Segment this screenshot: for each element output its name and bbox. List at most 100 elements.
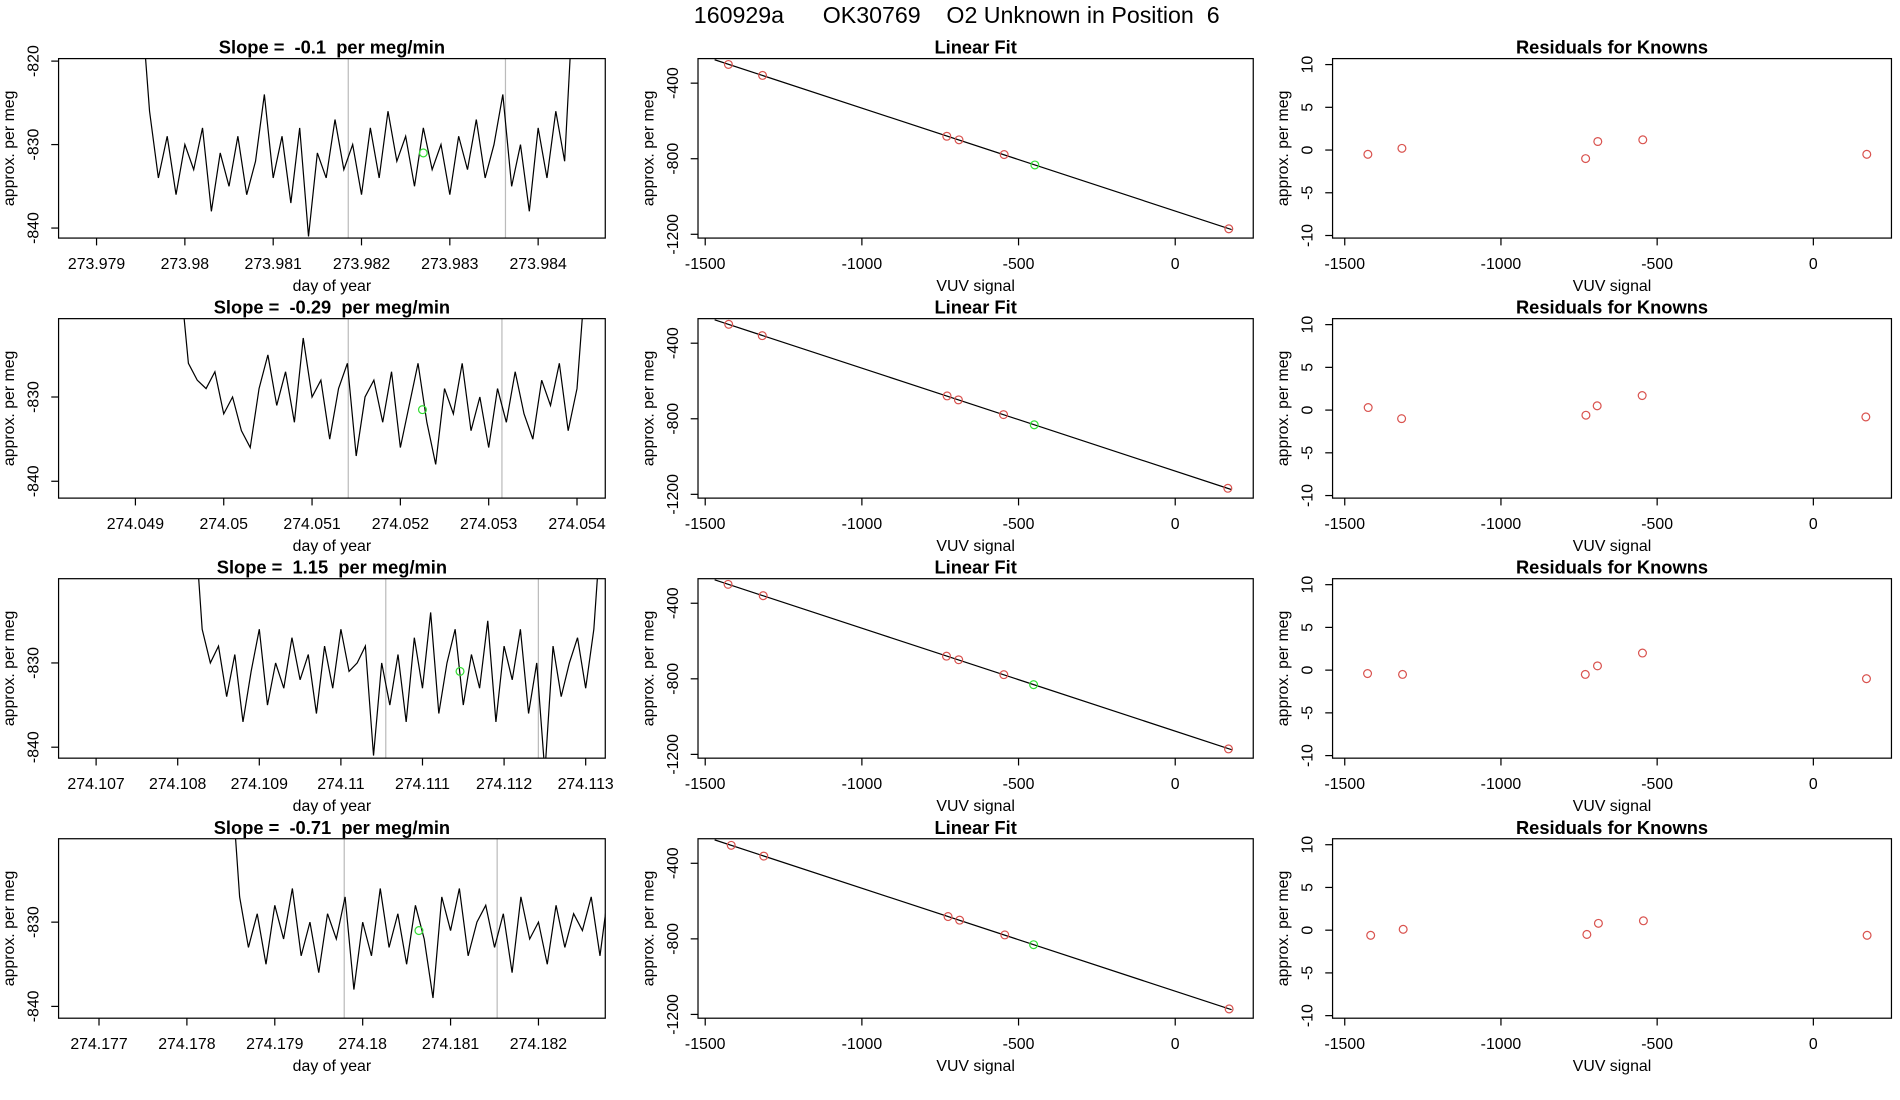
- y-tick-label: 10: [1299, 836, 1316, 854]
- x-tick-label: -1000: [842, 776, 883, 793]
- point: [1000, 930, 1010, 940]
- plot-box: [1331, 57, 1893, 239]
- panel-title: Residuals for Knowns: [1516, 297, 1708, 318]
- plot-box: [697, 838, 1254, 1019]
- point: [1637, 391, 1647, 401]
- y-axis-label: approx. per meg: [640, 871, 657, 987]
- x-tick-label: 273.982: [333, 256, 390, 273]
- panel: Residuals for Knowns VUV signal approx. pe…: [1275, 37, 1893, 295]
- x-tick-label: 274.111: [395, 776, 450, 793]
- x-axis-label: day of year: [293, 1058, 372, 1075]
- y-axis-label: approx. per meg: [1, 91, 18, 207]
- y-axis-label: approx. per meg: [1275, 871, 1292, 987]
- plot-box: [57, 838, 606, 1019]
- y-tick-label: -800: [665, 923, 682, 955]
- point: [1592, 661, 1602, 671]
- x-tick-label: -500: [1641, 256, 1673, 273]
- point: [954, 655, 964, 665]
- fit-line: [714, 59, 1232, 231]
- x-tick-label: 274.178: [158, 1036, 215, 1053]
- point: [723, 579, 733, 589]
- y-tick-label: -5: [1299, 966, 1316, 980]
- plot-area: [144, 58, 571, 239]
- data-line: [198, 578, 598, 759]
- x-tick-label: 274.107: [67, 776, 124, 793]
- point: [1593, 918, 1603, 928]
- x-tick-label: 0: [1809, 1036, 1818, 1053]
- y-axis-label: approx. per meg: [1, 351, 18, 467]
- point: [955, 915, 965, 925]
- x-tick-label: 0: [1171, 776, 1180, 793]
- x-tick-label: -500: [1641, 516, 1673, 533]
- panel-title: Linear Fit: [934, 297, 1016, 318]
- y-tick-label: -830: [25, 129, 42, 161]
- y-tick-label: 0: [1299, 666, 1316, 675]
- y-tick-label: -1200: [665, 734, 682, 775]
- y-tick-label: -820: [25, 45, 42, 77]
- x-tick-label: 274.053: [460, 516, 517, 533]
- point: [1397, 143, 1407, 153]
- point: [998, 410, 1009, 420]
- x-tick-label: -500: [1003, 776, 1035, 793]
- x-tick-label: -500: [1003, 516, 1035, 533]
- point: [1398, 924, 1408, 934]
- point: [941, 651, 952, 661]
- point: [1363, 669, 1373, 679]
- y-tick-label: 10: [1299, 56, 1316, 74]
- point: [1363, 403, 1373, 413]
- panel-title: Linear Fit: [934, 37, 1016, 58]
- point: [1224, 224, 1234, 234]
- point: [723, 59, 733, 69]
- y-axis-label: approx. per meg: [1275, 611, 1292, 727]
- point: [953, 395, 963, 405]
- point: [1366, 930, 1376, 940]
- point: [757, 331, 767, 341]
- x-tick-label: 274.179: [246, 1036, 303, 1053]
- point: [999, 670, 1009, 680]
- x-tick-label: -500: [1641, 776, 1673, 793]
- x-tick-label: -1000: [1481, 256, 1522, 273]
- y-tick-label: -10: [1299, 744, 1316, 767]
- plot-area: [198, 578, 598, 759]
- y-tick-label: -800: [665, 143, 682, 175]
- point: [943, 912, 953, 922]
- plot-box: [57, 318, 606, 499]
- y-tick-label: -840: [25, 212, 42, 244]
- panel-title: Slope = 1.15 per meg/min: [217, 557, 447, 578]
- unknown-point: [1030, 160, 1040, 170]
- x-tick-label: 274.054: [548, 516, 605, 533]
- panel-title: Residuals for Knowns: [1516, 37, 1708, 58]
- point: [1223, 744, 1234, 754]
- point: [724, 319, 734, 329]
- y-axis-label: approx. per meg: [1, 611, 18, 727]
- x-tick-label: -1000: [1481, 776, 1522, 793]
- point: [1638, 916, 1648, 926]
- point: [1582, 929, 1592, 939]
- x-tick-label: 273.979: [68, 256, 125, 273]
- x-tick-label: -1500: [1324, 516, 1365, 533]
- panel: Linear Fit VUV signal approx. per meg -1500…: [640, 557, 1254, 815]
- panel: Residuals for Knowns VUV signal approx. pe…: [1275, 297, 1893, 555]
- panel-title: Linear Fit: [934, 557, 1016, 578]
- x-tick-label: 273.984: [509, 256, 566, 273]
- plot-box: [57, 578, 606, 759]
- point: [1862, 149, 1872, 159]
- x-tick-label: -1500: [1324, 256, 1365, 273]
- y-tick-label: -400: [665, 327, 682, 359]
- y-tick-label: 0: [1299, 406, 1316, 415]
- point: [726, 840, 736, 850]
- point: [954, 135, 964, 145]
- y-tick-label: -840: [25, 731, 42, 763]
- x-tick-label: 274.18: [338, 1036, 387, 1053]
- y-axis-label: approx. per meg: [640, 611, 657, 727]
- point: [1581, 154, 1591, 164]
- point: [1861, 674, 1871, 684]
- fit-line: [714, 839, 1232, 1011]
- data-line: [234, 838, 606, 999]
- point: [1592, 401, 1602, 411]
- unknown-point: [1029, 940, 1039, 950]
- fit-line: [714, 579, 1232, 751]
- x-tick-label: 0: [1171, 1036, 1180, 1053]
- x-tick-label: 273.981: [245, 256, 302, 273]
